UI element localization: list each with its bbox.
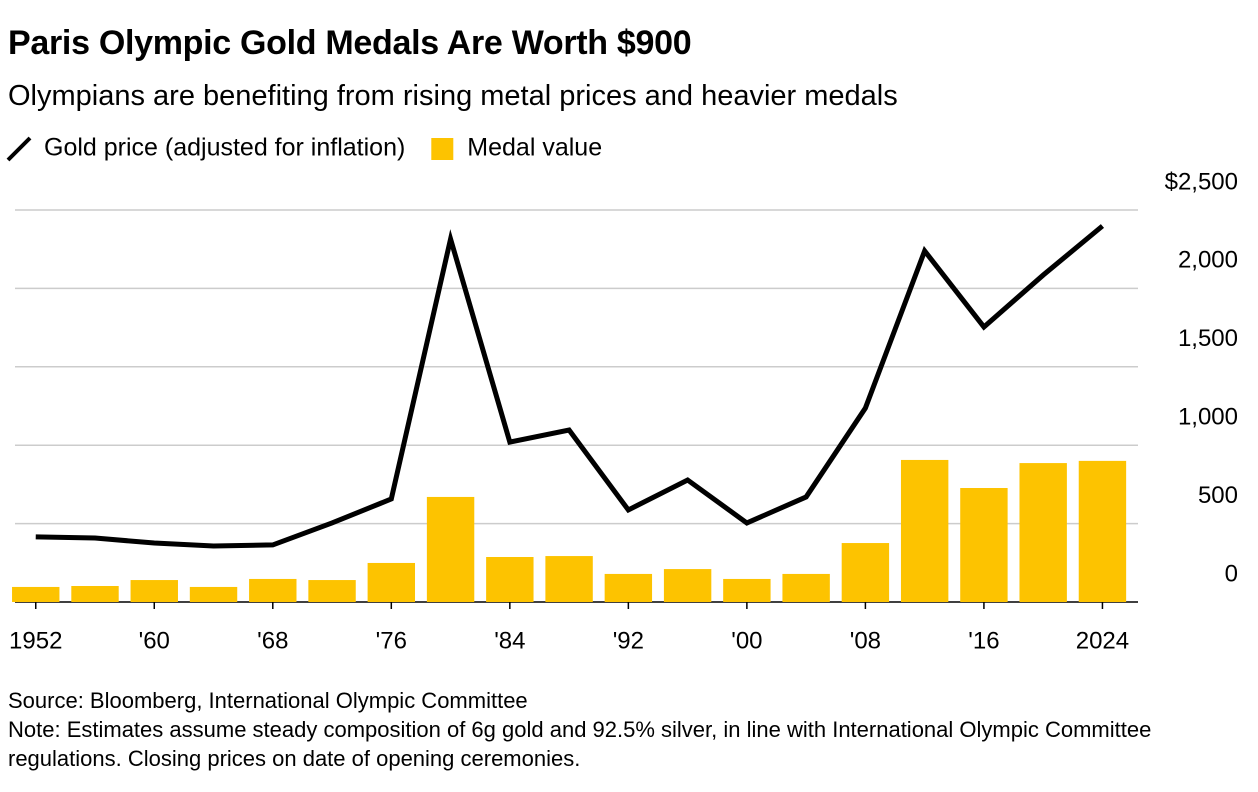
bar: [249, 578, 297, 602]
x-tick-label: '00: [731, 627, 762, 654]
legend-swatch: [431, 138, 454, 160]
bar: [723, 578, 771, 602]
bar: [189, 586, 238, 602]
y-tick-label: 1,000: [1178, 404, 1238, 431]
legend-label: Medal value: [467, 134, 602, 162]
bar: [1078, 460, 1127, 602]
bar: [1019, 463, 1067, 602]
chart-subtitle: Olympians are benefiting from rising met…: [8, 80, 898, 112]
bar: [841, 543, 890, 602]
source: Source: Bloomberg, International Olympic…: [8, 688, 528, 713]
bar: [545, 556, 593, 602]
bar: [486, 556, 534, 602]
x-tick-label: 1952: [9, 627, 62, 654]
bar: [782, 573, 830, 602]
y-tick-label: 2,000: [1178, 247, 1238, 274]
legend-line: [6, 136, 32, 162]
bar: [900, 459, 949, 602]
bar: [12, 586, 60, 602]
y-tick-label: 0: [1225, 560, 1238, 587]
note: Note: Estimates assume steady compositio…: [8, 717, 1152, 771]
legend-label: Gold price (adjusted for inflation): [44, 134, 405, 162]
bar: [367, 562, 416, 602]
bar: [960, 488, 1008, 602]
x-tick-label: '08: [850, 627, 881, 654]
y-tick-label: 1,500: [1178, 325, 1238, 352]
bar: [308, 580, 356, 602]
x-tick-label: '16: [968, 627, 999, 654]
line: [35, 224, 1105, 549]
x-tick-label: '60: [139, 627, 170, 654]
x-tick-label: 2024: [1076, 627, 1129, 654]
bar: [426, 496, 475, 602]
chart-title: Paris Olympic Gold Medals Are Worth $900: [8, 24, 692, 62]
y-tick-label: 500: [1198, 482, 1238, 509]
x-tick-label: '68: [257, 627, 288, 654]
y-tick-label: $2,500: [1165, 168, 1238, 195]
bar: [71, 586, 119, 602]
x-tick-label: '84: [494, 627, 525, 654]
x-tick-label: '92: [613, 627, 644, 654]
bar: [604, 573, 653, 602]
bar: [663, 569, 712, 602]
bar: [130, 580, 178, 602]
x-tick-label: '76: [376, 627, 407, 654]
